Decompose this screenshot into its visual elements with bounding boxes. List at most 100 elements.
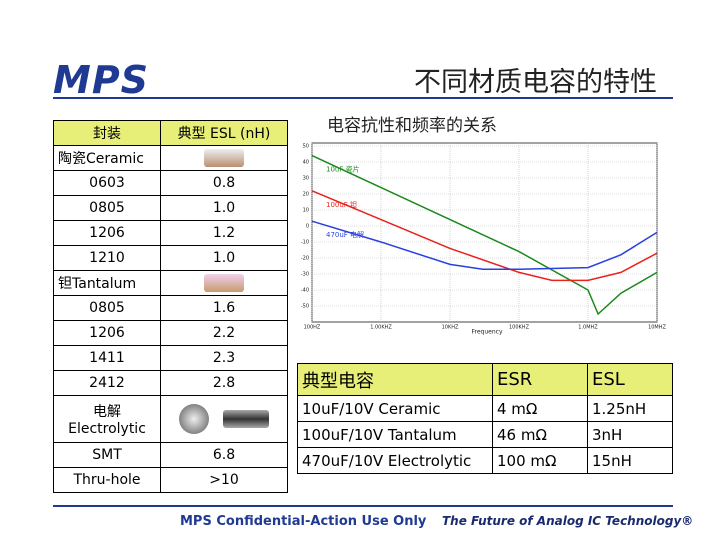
table-cell: 46 mΩ	[492, 421, 588, 448]
table-cell: 470uF/10V Electrolytic	[297, 447, 493, 474]
header-cell: ESL	[587, 363, 673, 396]
table-cell: 3nH	[587, 421, 673, 448]
y-tick-label: -10	[301, 240, 309, 246]
x-tick-label: 100KHZ	[509, 325, 530, 331]
esl-text: 1.0	[212, 200, 236, 216]
series-line	[311, 154, 658, 316]
table-row: 100uF/10V Tantalum 46 mΩ 3nH	[297, 421, 673, 448]
package-text: SMT	[92, 447, 122, 463]
x-tick-label: 10MHZ	[648, 325, 666, 331]
package-cell: 0805	[53, 295, 161, 321]
footer-rule	[53, 505, 673, 507]
package-text: Electrolytic	[68, 421, 146, 437]
x-tick-label: 1.00KHZ	[370, 325, 392, 331]
table-row: 1411 2.3	[53, 345, 288, 371]
series-line	[311, 190, 658, 282]
plot-area	[311, 142, 658, 323]
y-tick-label: -30	[301, 272, 309, 278]
esl-cell	[160, 145, 288, 171]
package-text: 陶瓷Ceramic	[58, 151, 144, 167]
package-cell: 0805	[53, 195, 161, 221]
package-cell: 陶瓷Ceramic	[53, 145, 161, 171]
component-image	[204, 274, 244, 292]
table-cell: 10uF/10V Ceramic	[297, 395, 493, 422]
esl-text: 2.3	[212, 350, 236, 366]
x-axis-label: Frequency	[472, 329, 503, 336]
series-label: 470uF 电解	[326, 230, 364, 239]
footer-left: MPS Confidential-Action Use Only	[180, 514, 427, 529]
table-row: 1210 1.0	[53, 245, 288, 271]
esr-table: 典型电容 ESR ESL 10uF/10V Ceramic 4 mΩ 1.25nH 100…	[297, 363, 673, 474]
esl-cell: 2.8	[160, 370, 288, 396]
esl-text: 2.8	[212, 375, 236, 391]
table-row: 钽Tantalum	[53, 270, 288, 296]
y-tick-label: -40	[301, 288, 309, 294]
esl-text: 1.2	[212, 225, 236, 241]
slide-title: 不同材质电容的特性	[414, 67, 657, 98]
table-row: 0603 0.8	[53, 170, 288, 196]
table-cell: 100uF/10V Tantalum	[297, 421, 493, 448]
x-tick-label: 1.0MHZ	[578, 325, 598, 331]
component-image	[223, 410, 269, 428]
logo: MPS	[53, 58, 150, 102]
esl-text: 2.2	[212, 325, 236, 341]
esl-cell: 0.8	[160, 170, 288, 196]
y-tick-label: -50	[301, 304, 309, 310]
package-cell: 1206	[53, 320, 161, 346]
header-cell: 典型 ESL (nH)	[160, 120, 288, 146]
table-row: 1206 2.2	[53, 320, 288, 346]
esl-cell: 1.0	[160, 195, 288, 221]
table-cell: 1.25nH	[587, 395, 673, 422]
table-row: 470uF/10V Electrolytic 100 mΩ 15nH	[297, 447, 673, 474]
package-text: 钽Tantalum	[58, 276, 137, 292]
package-text: 1206	[89, 325, 125, 341]
table-row: 0805 1.0	[53, 195, 288, 221]
package-text: 2412	[89, 375, 125, 391]
y-tick-label: 50	[303, 144, 309, 150]
series-label: 10uF 瓷片	[326, 165, 360, 174]
package-cell: Thru-hole	[53, 467, 161, 493]
package-text: 0805	[89, 300, 125, 316]
table-row: 2412 2.8	[53, 370, 288, 396]
esl-text: 0.8	[212, 175, 236, 191]
package-text: 1206	[89, 225, 125, 241]
esl-table: 封装 典型 ESL (nH) 陶瓷Ceramic 0603 0.8 0805 1.0 120…	[53, 120, 288, 493]
esl-cell: 6.8	[160, 442, 288, 468]
esl-cell	[160, 270, 288, 296]
y-tick-label: 40	[303, 160, 309, 166]
y-tick-label: -20	[301, 256, 309, 262]
component-image	[204, 149, 244, 167]
package-text: Thru-hole	[73, 472, 141, 488]
header-cell: 典型电容	[297, 363, 493, 396]
chart-title: 电容抗性和频率的关系	[327, 116, 497, 136]
series-line	[311, 220, 658, 270]
esl-cell	[160, 395, 288, 443]
package-cell: 电解 Electrolytic	[53, 395, 161, 443]
series-label: 100uF 钽	[326, 200, 357, 209]
package-text: 0603	[89, 175, 125, 191]
package-text: 1210	[89, 250, 125, 266]
table-row: 10uF/10V Ceramic 4 mΩ 1.25nH	[297, 395, 673, 422]
package-cell: 0603	[53, 170, 161, 196]
y-tick-label: 10	[303, 208, 309, 214]
table-row: SMT 6.8	[53, 442, 288, 468]
package-text: 0805	[89, 200, 125, 216]
esl-text: 1.0	[212, 250, 236, 266]
table-row: 陶瓷Ceramic	[53, 145, 288, 171]
table-cell: 15nH	[587, 447, 673, 474]
table-cell: 100 mΩ	[492, 447, 588, 474]
component-image	[179, 404, 209, 434]
y-tick-label: 20	[303, 192, 309, 198]
y-tick-label: 30	[303, 176, 309, 182]
esl-cell: 1.2	[160, 220, 288, 246]
package-text: 1411	[89, 350, 125, 366]
package-cell: 2412	[53, 370, 161, 396]
esl-cell: >10	[160, 467, 288, 493]
x-tick-label: 10KHZ	[442, 325, 459, 331]
x-tick-label: 100HZ	[304, 325, 321, 331]
esl-text: 6.8	[212, 447, 236, 463]
table-row: Thru-hole >10	[53, 467, 288, 493]
esl-text: >10	[209, 472, 239, 488]
